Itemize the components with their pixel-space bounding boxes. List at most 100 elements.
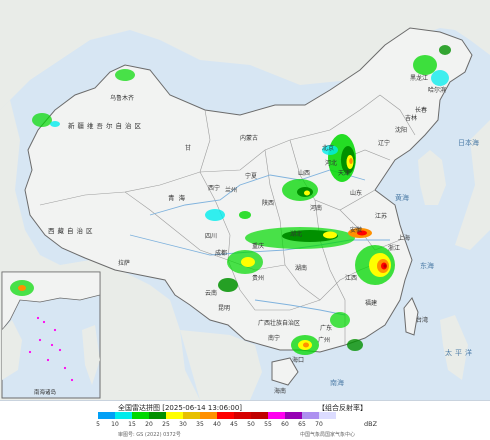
echo-northeast-plain bbox=[322, 134, 356, 182]
color-scale-tick-label: 40 bbox=[213, 421, 221, 428]
label-xining: 西宁 bbox=[208, 184, 220, 192]
label-hainan: 海南 bbox=[274, 387, 286, 395]
scs-inset-land-east bbox=[82, 325, 100, 385]
label-gansu: 甘 bbox=[185, 144, 191, 152]
hainan-island bbox=[271, 357, 299, 386]
label-harbin: 哈尔滨 bbox=[428, 86, 446, 94]
label-haikou: 海口 bbox=[292, 356, 304, 364]
label-jiangxi: 江西 bbox=[345, 275, 357, 282]
land-foreign-japan bbox=[455, 120, 490, 250]
label-fujian: 福建 bbox=[365, 299, 377, 307]
color-scale-tick-label: 45 bbox=[230, 421, 238, 428]
label-chengdu: 成都 bbox=[215, 249, 227, 257]
color-scale-tick-label: 25 bbox=[162, 421, 170, 428]
label-liaoning: 辽宁 bbox=[378, 139, 390, 147]
label-tibet: 西藏自治区 bbox=[48, 226, 96, 235]
land-foreign-vietnam bbox=[180, 330, 262, 400]
label-guangzhou: 广州 bbox=[318, 336, 330, 344]
legend-title: 全国雷达拼图 [2025-06-14 13:06:00] bbox=[118, 404, 243, 412]
color-scale-tick-label: 55 bbox=[264, 421, 272, 428]
legend-panel: 全国雷达拼图 [2025-06-14 13:06:00] 【组合反射率】 5 10… bbox=[0, 400, 490, 440]
color-swatch bbox=[166, 412, 183, 419]
color-swatch bbox=[285, 412, 302, 419]
color-swatch bbox=[200, 412, 217, 419]
label-south-china-sea: 南海 bbox=[330, 378, 344, 387]
land-foreign-north bbox=[0, 0, 490, 110]
label-heilongjiang: 黑龙江 bbox=[410, 74, 428, 82]
land-foreign-korea bbox=[418, 150, 446, 205]
legend-unit: dBZ bbox=[364, 420, 378, 428]
label-kunming: 昆明 bbox=[218, 305, 230, 312]
color-swatch bbox=[319, 412, 336, 419]
color-scale-tick-label: 20 bbox=[145, 421, 153, 428]
land-foreign-philippines bbox=[440, 315, 468, 380]
label-shandong: 山东 bbox=[350, 189, 362, 197]
label-guangdong: 广东 bbox=[320, 324, 332, 332]
label-jiangsu: 江苏 bbox=[375, 212, 387, 220]
label-beijing: 北京 bbox=[322, 144, 334, 152]
label-jilin: 吉林 bbox=[405, 114, 417, 122]
label-henan: 河南 bbox=[310, 204, 322, 212]
label-shanghai: 上海 bbox=[398, 234, 410, 242]
scs-inset-land-west bbox=[2, 320, 22, 380]
label-guangxi: 广西壮族自治区 bbox=[258, 319, 300, 327]
label-urumqi: 乌鲁木齐 bbox=[110, 94, 134, 102]
label-lanzhou: 兰州 bbox=[225, 186, 237, 194]
color-scale-tick-label: 50 bbox=[247, 421, 255, 428]
echo-south-china-coast bbox=[291, 312, 363, 355]
legend-product-type: 【组合反射率】 bbox=[318, 404, 367, 412]
label-ningxia: 宁夏 bbox=[245, 172, 257, 180]
label-lhasa: 拉萨 bbox=[118, 259, 130, 267]
color-swatch bbox=[98, 412, 115, 419]
echo-xinjiang bbox=[32, 69, 135, 127]
radar-map: 新疆维吾尔自治区 西藏自治区 青海 甘 内蒙古 黑龙江 吉林 辽宁 河北 山西 … bbox=[0, 0, 490, 400]
color-swatch bbox=[268, 412, 285, 419]
label-hubei: 湖北 bbox=[290, 230, 302, 238]
label-shaanxi: 陕西 bbox=[262, 199, 274, 207]
label-xinjiang: 新疆维吾尔自治区 bbox=[68, 121, 144, 130]
scs-islands bbox=[28, 316, 74, 382]
label-guizhou: 贵州 bbox=[252, 274, 264, 282]
label-shenyang: 沈阳 bbox=[395, 126, 407, 134]
label-shanxi: 山西 bbox=[298, 169, 310, 177]
color-swatch bbox=[149, 412, 166, 419]
color-swatch bbox=[183, 412, 200, 419]
label-nanning: 南宁 bbox=[268, 334, 280, 342]
sea-labels: 黄海 东海 南海 太平洋 日本海 bbox=[330, 138, 479, 387]
echo-jiangnan bbox=[355, 245, 395, 285]
echo-northeast-hills bbox=[413, 45, 451, 86]
echo-jianghuai-belt bbox=[245, 227, 372, 249]
label-sichuan: 四川 bbox=[205, 233, 217, 240]
taiwan-island bbox=[403, 297, 419, 336]
label-taiwan: 台湾 bbox=[416, 316, 428, 324]
label-pacific: 太平洋 bbox=[445, 348, 475, 357]
label-neimenggu: 内蒙古 bbox=[240, 134, 258, 142]
scs-inset-label: 南海诸岛 bbox=[34, 388, 57, 396]
color-swatch bbox=[251, 412, 268, 419]
color-scale-tick-label: 15 bbox=[128, 421, 136, 428]
label-changchun: 长春 bbox=[415, 106, 427, 114]
map-approval-number: 审图号: GS (2022) 0372号 bbox=[118, 432, 181, 438]
color-scale-tick-label: 35 bbox=[196, 421, 204, 428]
map-labels: 新疆维吾尔自治区 西藏自治区 青海 甘 内蒙古 黑龙江 吉林 辽宁 河北 山西 … bbox=[48, 74, 446, 395]
label-zhejiang: 浙江 bbox=[388, 244, 400, 252]
label-east-china-sea: 东海 bbox=[420, 261, 434, 270]
color-scale-tick-label: 70 bbox=[315, 421, 323, 428]
echo-north-china bbox=[282, 179, 318, 201]
color-scale-tick-label: 60 bbox=[281, 421, 289, 428]
color-scale-tick-label: 65 bbox=[298, 421, 306, 428]
color-swatch bbox=[132, 412, 149, 419]
echo-southwest bbox=[218, 250, 263, 292]
color-scale-bar bbox=[98, 412, 336, 419]
color-scale-tick-label: 5 bbox=[96, 421, 100, 428]
color-swatch bbox=[217, 412, 234, 419]
label-yellow-sea: 黄海 bbox=[395, 193, 409, 202]
label-sea-of-japan: 日本海 bbox=[458, 138, 479, 147]
color-swatch bbox=[302, 412, 319, 419]
color-swatch bbox=[234, 412, 251, 419]
label-hebei: 河北 bbox=[325, 159, 337, 167]
color-scale-tick-label: 30 bbox=[179, 421, 187, 428]
echo-sichuan-basin bbox=[205, 209, 251, 221]
label-tianjin: 天津 bbox=[338, 170, 350, 177]
label-chongqing: 重庆 bbox=[252, 242, 264, 250]
